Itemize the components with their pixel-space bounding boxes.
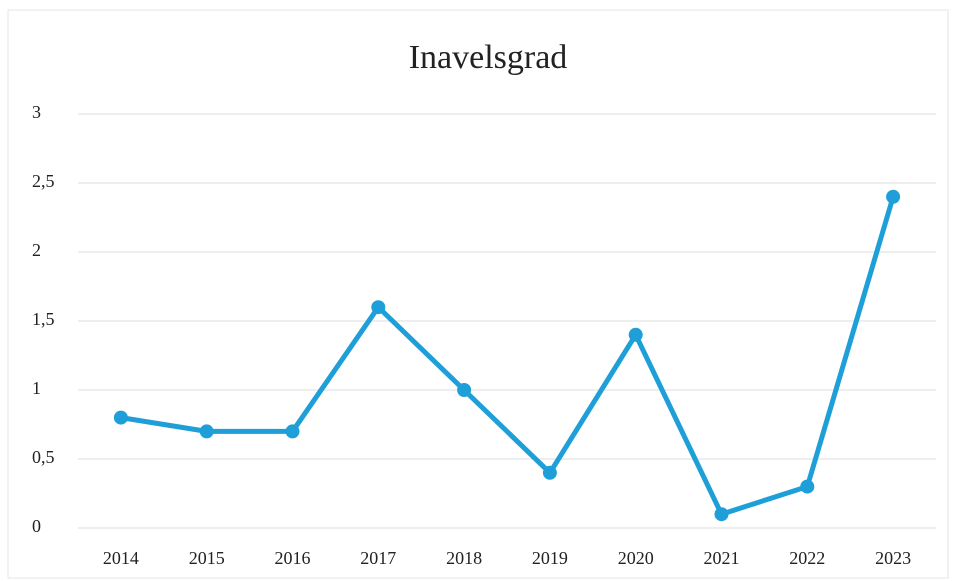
- y-tick-label: 2,5: [32, 171, 55, 191]
- chart-frame: [7, 9, 949, 579]
- point: [628, 327, 643, 342]
- x-tick-label: 2022: [789, 548, 825, 568]
- y-tick-label: 1: [32, 378, 41, 398]
- point: [113, 410, 128, 425]
- y-tick-label: 3: [32, 102, 41, 122]
- point: [800, 479, 815, 494]
- point: [886, 189, 901, 204]
- y-tick-label: 0,5: [32, 447, 55, 467]
- x-tick-label: 2020: [618, 548, 654, 568]
- y-tick-label: 1,5: [32, 309, 55, 329]
- point: [457, 383, 472, 397]
- x-tick-label: 2016: [275, 548, 311, 568]
- chart-title: Inavelsgrad: [409, 39, 568, 76]
- x-tick-label: 2021: [704, 548, 740, 568]
- y-tick-label: 0: [32, 516, 41, 536]
- line: [120, 196, 896, 517]
- x-tick-label: 2023: [875, 548, 911, 568]
- x-tick-label: 2017: [360, 548, 396, 568]
- x-tick-label: 2018: [446, 548, 482, 568]
- point: [199, 424, 214, 439]
- x-tick-label: 2015: [189, 548, 225, 568]
- x-tick-label: 2019: [532, 548, 568, 568]
- point: [714, 507, 729, 522]
- point: [542, 465, 557, 480]
- point: [285, 424, 300, 439]
- x-tick-label: 2014: [103, 548, 139, 568]
- y-tick-label: 2: [32, 240, 41, 260]
- point: [371, 300, 386, 315]
